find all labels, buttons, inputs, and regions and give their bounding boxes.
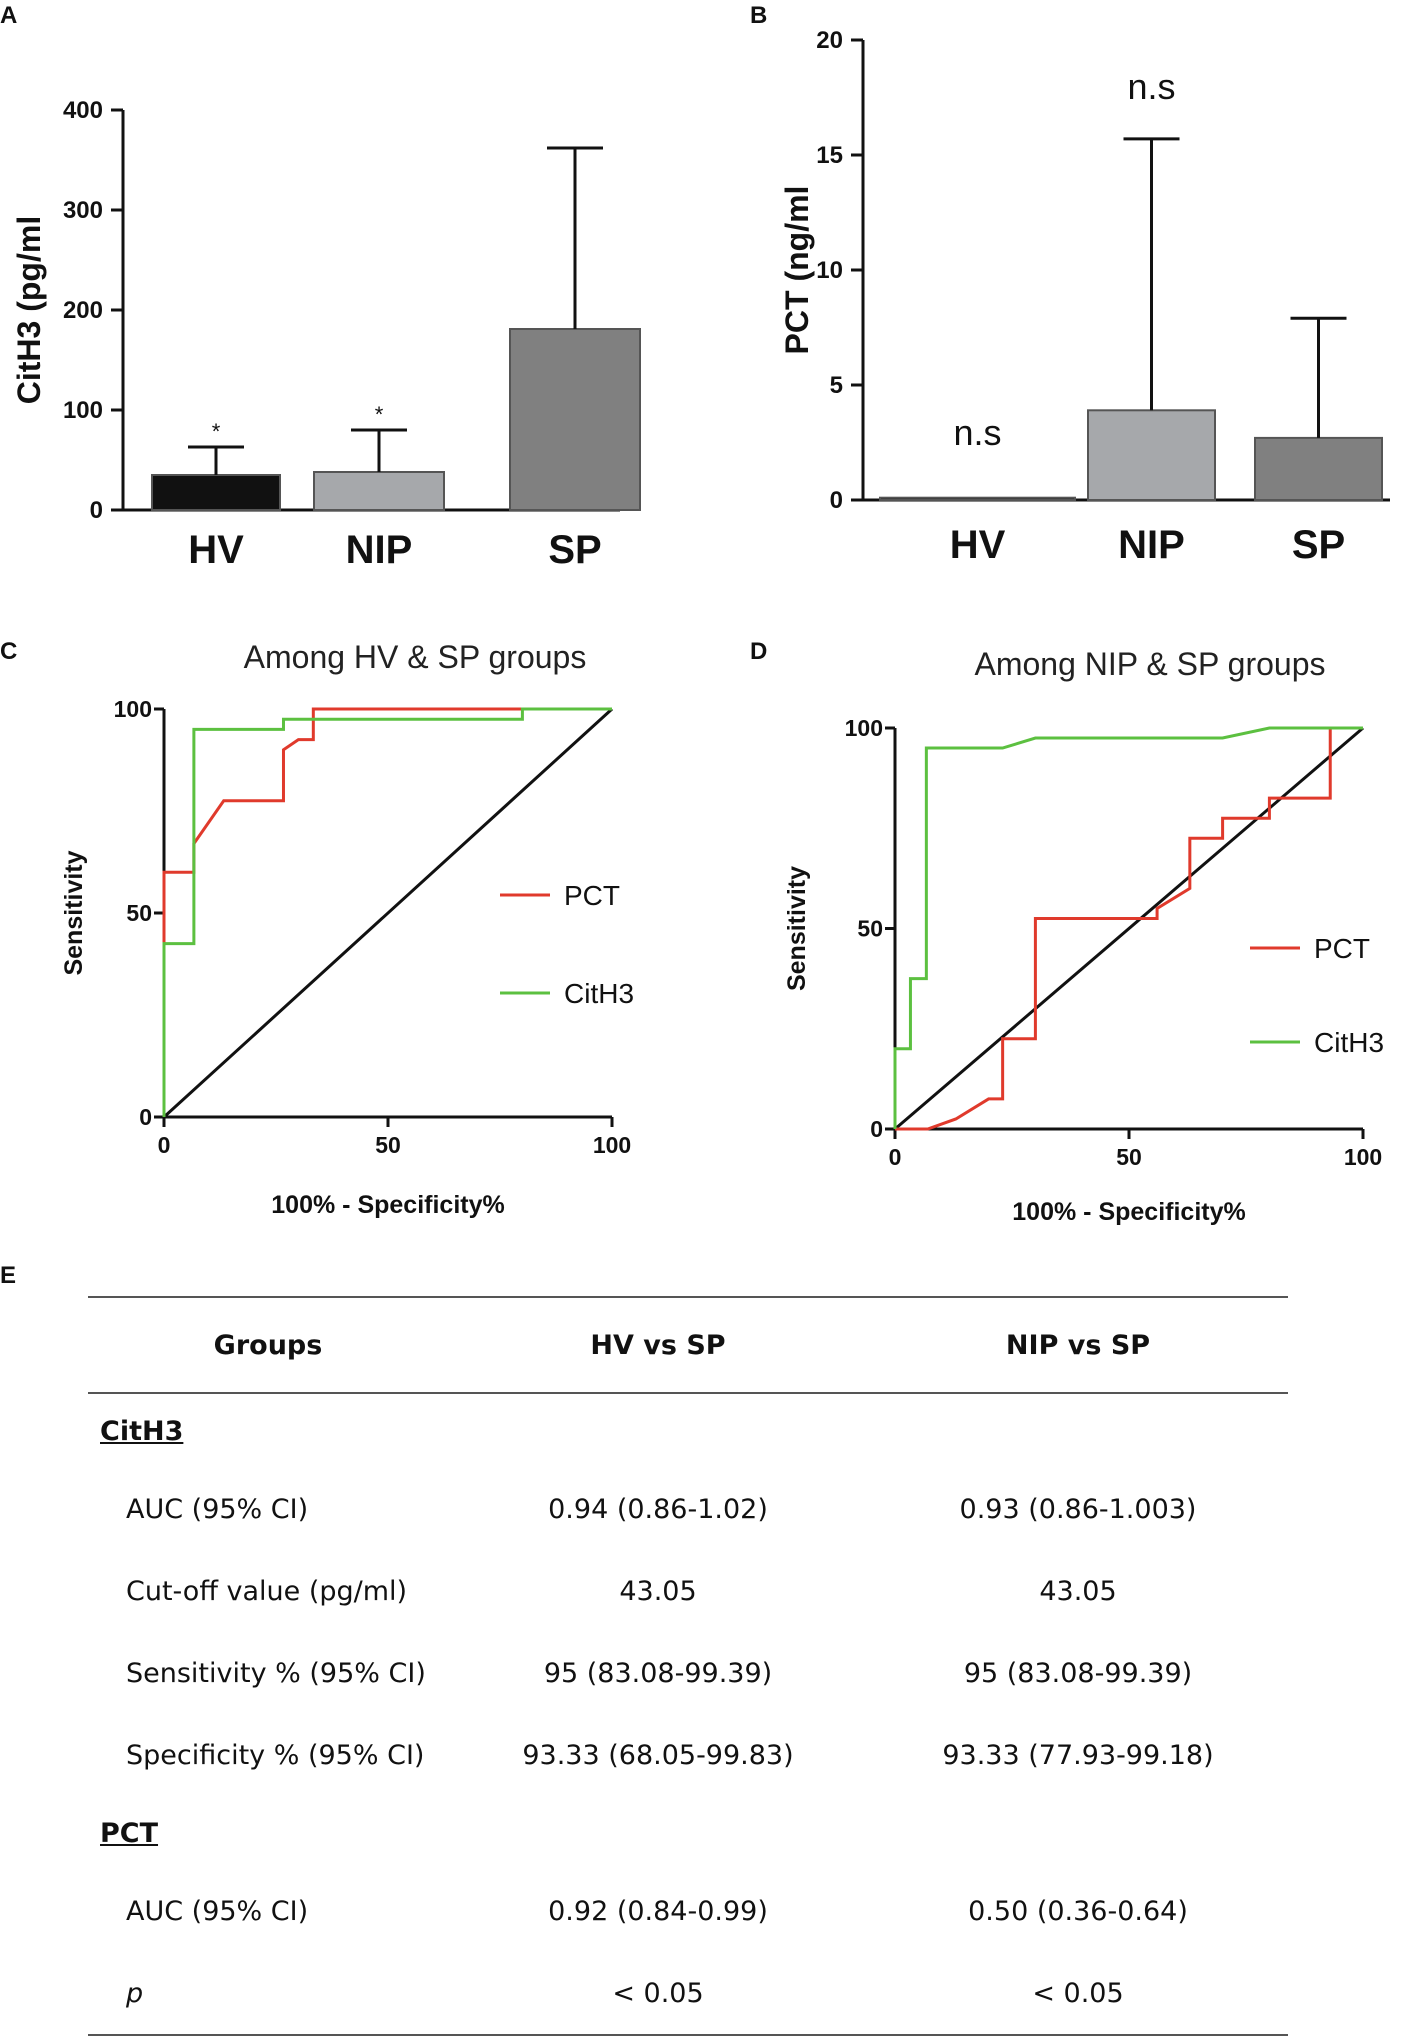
- legend-label-cith3: CitH3: [564, 978, 634, 1009]
- significance-annotation: n.s: [953, 412, 1001, 453]
- bar: [509, 328, 641, 511]
- summary-table: Groups HV vs SP NIP vs SP CitH3 AUC (95%…: [88, 1296, 1288, 2036]
- series-line-pct: [162, 707, 612, 1117]
- cell-value: 0.93 (0.86-1.003): [959, 1493, 1197, 1525]
- x-category-label: SP: [1292, 523, 1345, 567]
- table-row: AUC (95% CI) 0.94 (0.86-1.02) 0.93 (0.86…: [88, 1468, 1288, 1550]
- table-header-row: Groups HV vs SP NIP vs SP: [88, 1296, 1288, 1394]
- row-label: AUC (95% CI): [126, 1895, 309, 1927]
- y-tick-label: 100: [845, 715, 883, 741]
- cell-value: < 0.05: [868, 1952, 1288, 2036]
- y-tick-label: 10: [816, 257, 843, 284]
- y-axis-label: PCT (ng/ml: [779, 186, 815, 355]
- y-tick-label: 50: [126, 900, 152, 926]
- series-line-reference: [162, 707, 614, 1119]
- y-tick-label: 15: [816, 142, 843, 169]
- legend-label-pct: PCT: [1314, 933, 1370, 964]
- cell-value: 95 (83.08-99.39): [963, 1657, 1193, 1689]
- table-row: Cut-off value (pg/ml) 43.05 43.05: [88, 1550, 1288, 1632]
- bar: [1254, 436, 1383, 501]
- series-line-pct: [895, 726, 1363, 1131]
- series-line-cith3: [162, 707, 612, 1117]
- y-axis-label: Sensitivity: [783, 866, 811, 991]
- panel-label-a: A: [0, 2, 18, 29]
- significance-annotation: *: [212, 419, 221, 444]
- x-category-label: NIP: [346, 528, 413, 572]
- x-axis-label: 100% - Specificity%: [271, 1191, 504, 1219]
- y-tick-label: 400: [63, 97, 103, 124]
- panel-label-c: C: [0, 638, 18, 665]
- x-category-label: HV: [188, 528, 244, 572]
- table-row: AUC (95% CI) 0.92 (0.84-0.99) 0.50 (0.36…: [88, 1870, 1288, 1952]
- y-tick-label: 5: [830, 372, 843, 399]
- y-tick-label: 0: [90, 497, 103, 524]
- row-label: Cut-off value (pg/ml): [126, 1575, 408, 1607]
- cell-value: 43.05: [1039, 1575, 1117, 1607]
- bar: [1087, 409, 1216, 501]
- x-category-label: NIP: [1118, 523, 1185, 567]
- section-row-cith3: CitH3: [88, 1393, 1288, 1468]
- chart-title: Among HV & SP groups: [244, 639, 587, 675]
- cell-value: 95 (83.08-99.39): [543, 1657, 773, 1689]
- x-category-label: SP: [548, 528, 601, 572]
- cell-value: < 0.05: [448, 1952, 868, 2036]
- cell-value: 0.50 (0.36-0.64): [968, 1895, 1188, 1927]
- y-tick-label: 300: [63, 197, 103, 224]
- y-tick-label: 0: [139, 1104, 152, 1130]
- x-axis-label: 100% - Specificity%: [1012, 1198, 1245, 1226]
- row-label: p: [88, 1952, 448, 2036]
- section-label-cith3: CitH3: [100, 1415, 184, 1447]
- row-label: AUC (95% CI): [126, 1493, 309, 1525]
- table-row: Specificity % (95% CI) 93.33 (68.05-99.8…: [88, 1714, 1288, 1796]
- bar: [151, 474, 281, 511]
- significance-annotation: *: [375, 402, 384, 427]
- chart-title: Among NIP & SP groups: [974, 646, 1325, 682]
- x-tick-label: 100: [1344, 1144, 1382, 1170]
- row-label: Sensitivity % (95% CI): [126, 1657, 426, 1689]
- y-axis-label: Sensitivity: [60, 850, 88, 975]
- x-tick-label: 50: [1116, 1144, 1142, 1170]
- x-tick-label: 50: [375, 1132, 401, 1158]
- header-hv-vs-sp: HV vs SP: [448, 1296, 868, 1394]
- section-label-pct: PCT: [100, 1817, 159, 1849]
- table-row: p < 0.05 < 0.05: [88, 1952, 1288, 2036]
- panel-label-d: D: [750, 638, 768, 665]
- cell-value: 0.92 (0.84-0.99): [548, 1895, 768, 1927]
- y-tick-label: 20: [816, 27, 843, 54]
- cell-value: 93.33 (68.05-99.83): [522, 1739, 794, 1771]
- header-groups: Groups: [88, 1296, 448, 1394]
- series-line-cith3: [893, 726, 1363, 1129]
- row-label: Specificity % (95% CI): [126, 1739, 425, 1771]
- x-tick-label: 100: [593, 1132, 631, 1158]
- y-tick-label: 0: [870, 1116, 883, 1142]
- section-row-pct: PCT: [88, 1796, 1288, 1870]
- x-category-label: HV: [950, 523, 1006, 567]
- y-tick-label: 0: [830, 487, 843, 514]
- y-tick-label: 200: [63, 297, 103, 324]
- series-line-reference: [894, 726, 1364, 1131]
- cell-value: 43.05: [619, 1575, 697, 1607]
- panel-label-b: B: [750, 2, 768, 29]
- x-tick-label: 0: [158, 1132, 171, 1158]
- legend-label-pct: PCT: [564, 880, 620, 911]
- legend-label-cith3: CitH3: [1314, 1027, 1384, 1058]
- significance-annotation: n.s: [1127, 66, 1175, 107]
- header-nip-vs-sp: NIP vs SP: [868, 1296, 1288, 1394]
- panel-label-e: E: [0, 1262, 17, 1289]
- y-tick-label: 100: [63, 397, 103, 424]
- bar: [313, 471, 445, 511]
- x-tick-label: 0: [889, 1144, 902, 1170]
- y-tick-label: 50: [857, 916, 883, 942]
- y-tick-label: 100: [114, 696, 152, 722]
- cell-value: 0.94 (0.86-1.02): [548, 1493, 768, 1525]
- y-axis-label: CitH3 (pg/ml: [11, 216, 47, 404]
- cell-value: 93.33 (77.93-99.18): [942, 1739, 1214, 1771]
- table-row: Sensitivity % (95% CI) 95 (83.08-99.39) …: [88, 1632, 1288, 1714]
- bar: [879, 496, 1076, 502]
